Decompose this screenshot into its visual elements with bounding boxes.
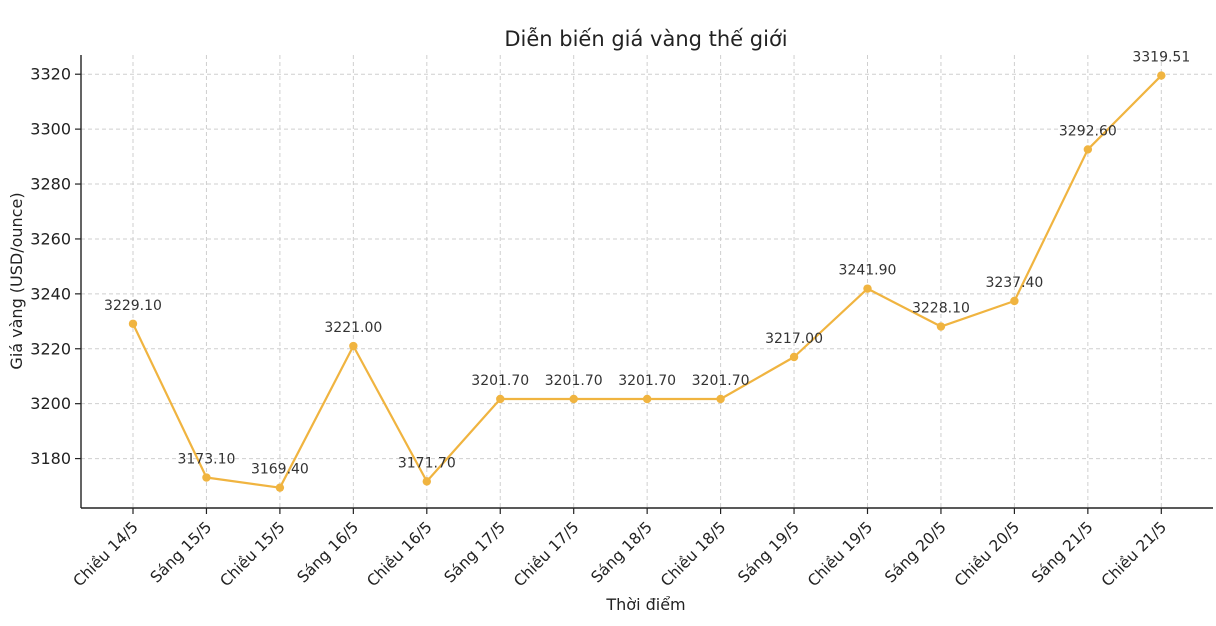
data-label: 3228.10: [912, 301, 970, 317]
x-tick-label: Sáng 15/5: [147, 518, 215, 586]
data-point: [716, 394, 725, 404]
y-tick-label: 3260: [30, 229, 71, 248]
data-point: [349, 341, 358, 351]
x-tick-label: Sáng 20/5: [881, 518, 949, 586]
y-axis-label: Giá vàng (USD/ounce): [7, 192, 26, 369]
data-label: 3229.10: [104, 298, 162, 314]
data-point: [1083, 145, 1093, 154]
y-tick-label: 3180: [30, 449, 71, 468]
data-point: [1157, 71, 1166, 80]
x-tick-label: Chiều 20/5: [951, 518, 1023, 590]
data-label: 3201.70: [692, 373, 750, 389]
grid-lines: [81, 55, 1213, 508]
x-tick-label: Sáng 19/5: [734, 518, 802, 586]
y-tick-label: 3220: [30, 339, 71, 358]
y-tick-label: 3300: [30, 120, 71, 139]
data-label: 3201.70: [618, 373, 676, 389]
data-point: [642, 394, 652, 404]
x-tick-label: Sáng 16/5: [294, 518, 362, 586]
data-label: 3173.10: [177, 452, 235, 468]
y-axis-ticks: 3180 3200 3220 3240 3260 3280 3300 3320: [30, 65, 81, 468]
data-label: 3169.40: [251, 462, 309, 478]
data-point: [275, 483, 285, 492]
x-tick-label: Chiều 16/5: [363, 518, 435, 590]
data-label: 3319.51: [1132, 50, 1190, 66]
x-axis-label: Thời điểm: [605, 595, 685, 614]
data-label: 3221.00: [324, 320, 382, 336]
data-point: [1010, 296, 1019, 306]
data-point: [128, 319, 138, 328]
data-point: [789, 352, 799, 362]
x-tick-label: Chiều 17/5: [510, 518, 582, 590]
data-label: 3241.90: [839, 263, 897, 279]
data-point: [202, 473, 211, 482]
data-label: 3201.70: [545, 373, 603, 389]
y-tick-label: 3200: [30, 394, 71, 413]
data-point: [422, 477, 431, 486]
data-label: 3292.60: [1059, 123, 1117, 139]
y-tick-label: 3280: [30, 175, 71, 194]
data-label: 3201.70: [471, 373, 529, 389]
x-tick-label: Chiều 19/5: [804, 518, 876, 590]
y-tick-label: 3240: [30, 284, 71, 303]
x-axis-ticks: Chiều 14/5 Sáng 15/5 Chiều 15/5 Sáng 16/5 Ch…: [70, 508, 1170, 590]
x-tick-label: Chiều 21/5: [1098, 518, 1170, 590]
data-point: [496, 394, 505, 404]
data-label: 3237.40: [985, 275, 1043, 291]
data-labels: 3229.10 3173.10 3169.40 3221.00 3171.70 3201.…: [104, 50, 1190, 478]
data-label: 3217.00: [765, 331, 823, 347]
series-gold-price: [128, 71, 1166, 492]
x-tick-label: Chiều 18/5: [657, 518, 729, 590]
x-tick-label: Chiều 15/5: [217, 518, 289, 590]
data-point: [569, 394, 578, 404]
x-tick-label: Sáng 18/5: [588, 518, 656, 586]
y-tick-label: 3320: [30, 65, 71, 84]
data-point: [863, 284, 872, 293]
chart-title: Diễn biến giá vàng thế giới: [504, 26, 787, 51]
x-tick-label: Sáng 21/5: [1028, 518, 1096, 586]
data-label: 3171.70: [398, 455, 456, 471]
x-tick-label: Sáng 17/5: [441, 518, 509, 586]
x-tick-label: Chiều 14/5: [70, 518, 142, 590]
data-point: [936, 322, 946, 331]
